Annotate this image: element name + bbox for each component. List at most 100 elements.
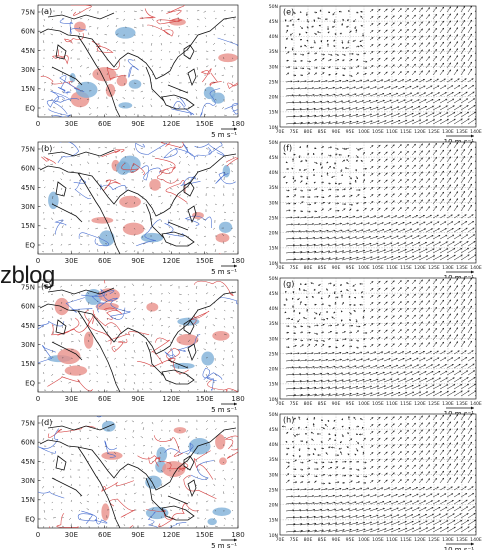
- wind-vector: [178, 356, 181, 359]
- wind-vector: [397, 315, 402, 320]
- wind-vector: [105, 171, 108, 174]
- wind-vector: [140, 9, 144, 12]
- vector-arrowhead: [348, 515, 351, 518]
- positive-shading: [74, 21, 86, 33]
- vector-arrowhead: [329, 195, 331, 197]
- vector-arrowhead: [442, 142, 445, 145]
- wind-vector: [390, 385, 400, 390]
- vector-arrowhead: [460, 390, 463, 393]
- vector-arrowhead: [300, 45, 303, 48]
- wind-vector: [196, 493, 199, 496]
- wind-vector: [177, 365, 180, 369]
- vector-arrowhead: [463, 205, 466, 207]
- wind-vector: [425, 56, 430, 62]
- wind-vector: [362, 365, 371, 369]
- wind-vector: [446, 191, 451, 198]
- wind-vector: [306, 87, 314, 90]
- wind-vector: [439, 228, 447, 233]
- wind-vector: [425, 314, 430, 320]
- wind-vector: [369, 222, 377, 226]
- vector-arrowhead: [382, 93, 385, 95]
- wind-vector: [123, 499, 126, 503]
- vector-arrowhead: [327, 372, 330, 375]
- wind-vector: [327, 257, 338, 261]
- vector-arrowhead: [326, 172, 329, 175]
- wind-vector: [453, 234, 461, 240]
- wind-vector: [397, 172, 402, 177]
- wind-vector: [334, 359, 342, 362]
- positive-contour: [56, 512, 79, 528]
- wind-vector: [404, 336, 409, 341]
- wind-vector: [348, 93, 357, 97]
- wind-vector: [61, 162, 64, 165]
- vector-arrowhead: [470, 284, 473, 287]
- wind-vector: [306, 210, 311, 213]
- negative-shading: [201, 351, 215, 366]
- wind-vector: [96, 355, 99, 359]
- vector-arrowhead: [472, 363, 475, 366]
- map-content: [38, 280, 238, 392]
- wind-vector: [141, 468, 144, 471]
- vector-arrowhead: [456, 34, 459, 37]
- vector-arrowhead: [403, 364, 406, 367]
- wind-vector: [446, 112, 456, 118]
- negative-shading: [75, 81, 98, 98]
- coastline: [187, 205, 197, 224]
- wind-vector: [418, 164, 423, 170]
- wind-vector: [446, 85, 454, 90]
- wind-vector: [467, 247, 476, 254]
- map-frame: [37, 279, 239, 393]
- vector-arrowhead: [406, 301, 409, 303]
- vector-arrowhead: [390, 106, 393, 109]
- wind-vector: [425, 185, 430, 191]
- wind-vector: [320, 339, 325, 342]
- wind-vector: [292, 380, 302, 383]
- wind-vector: [285, 108, 295, 111]
- wind-vector: [113, 325, 117, 328]
- vector-arrowhead: [319, 163, 322, 166]
- wind-vector: [425, 221, 433, 226]
- wind-vector: [123, 293, 126, 295]
- wind-vector: [369, 201, 374, 205]
- lon-tick-label: 115E: [400, 401, 412, 407]
- wind-vector: [177, 460, 180, 463]
- wind-vector: [355, 447, 359, 452]
- wind-vector: [223, 42, 226, 45]
- wind-vector: [353, 416, 357, 421]
- wind-vector: [453, 306, 458, 313]
- wind-vector: [474, 353, 476, 355]
- wind-vector: [390, 336, 395, 341]
- vector-arrowhead: [307, 52, 310, 55]
- wind-vector: [52, 74, 55, 76]
- wind-vector: [68, 381, 72, 384]
- wind-vector: [345, 167, 350, 170]
- vector-arrowhead: [416, 79, 418, 81]
- wind-vector: [376, 315, 381, 320]
- wind-vector: [369, 86, 377, 90]
- wind-vector: [61, 293, 64, 297]
- vector-arrowhead: [378, 158, 381, 161]
- vector-arrowhead: [428, 63, 430, 66]
- wind-vector: [133, 381, 136, 385]
- wind-vector: [348, 80, 356, 83]
- vector-arrowhead: [445, 234, 448, 237]
- vector-arrowhead: [384, 120, 387, 122]
- wind-vector: [362, 249, 372, 254]
- coastline: [167, 84, 189, 94]
- wind-vector: [320, 72, 325, 76]
- wind-vector: [142, 105, 144, 108]
- vector-arrowhead: [456, 48, 459, 51]
- scale-label: 5 m s⁻¹: [211, 131, 237, 139]
- vector-arrowhead: [414, 178, 416, 181]
- vector-arrowhead: [377, 385, 379, 388]
- vector-arrowhead: [312, 502, 315, 504]
- wind-vector: [158, 226, 162, 229]
- wind-vector: [88, 113, 92, 116]
- negative-contour: [184, 215, 212, 229]
- wind-vector: [432, 214, 439, 219]
- wind-vector: [439, 292, 444, 299]
- positive-shading: [57, 348, 81, 365]
- vector-arrowhead: [463, 69, 466, 71]
- negative-contour: [38, 428, 59, 454]
- wind-vector: [425, 21, 430, 27]
